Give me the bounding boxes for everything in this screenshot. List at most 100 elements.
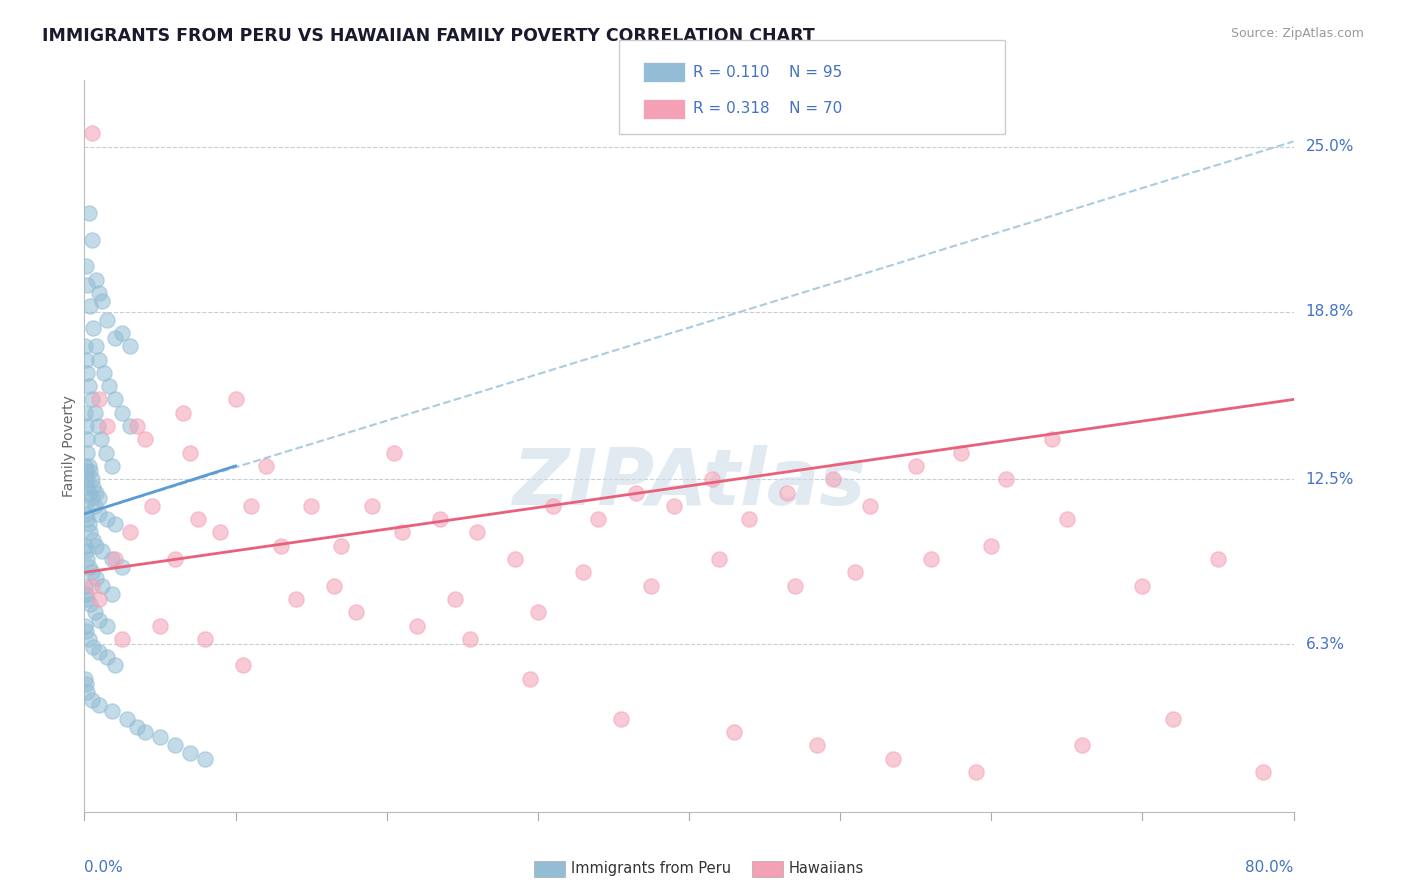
Point bbox=[709, 552, 731, 566]
Point bbox=[75, 677, 97, 691]
Point bbox=[82, 640, 104, 654]
Text: 12.5%: 12.5% bbox=[1306, 472, 1354, 487]
Point bbox=[165, 552, 187, 566]
Point bbox=[86, 339, 108, 353]
Point bbox=[1071, 738, 1094, 752]
Point bbox=[77, 560, 100, 574]
Point bbox=[239, 499, 262, 513]
Point bbox=[541, 499, 564, 513]
Point bbox=[806, 738, 828, 752]
Point bbox=[80, 579, 103, 593]
Point bbox=[194, 751, 217, 765]
Point bbox=[75, 539, 97, 553]
Text: ZIPAtlas: ZIPAtlas bbox=[512, 444, 866, 521]
Point bbox=[76, 445, 98, 459]
Point bbox=[76, 552, 98, 566]
Point bbox=[111, 560, 134, 574]
Point bbox=[94, 445, 117, 459]
Point bbox=[76, 472, 98, 486]
Point bbox=[79, 299, 101, 313]
Point bbox=[118, 419, 141, 434]
Point bbox=[346, 605, 368, 619]
Point bbox=[995, 472, 1018, 486]
Point bbox=[104, 517, 127, 532]
Text: Source: ZipAtlas.com: Source: ZipAtlas.com bbox=[1230, 27, 1364, 40]
Point bbox=[75, 672, 97, 686]
Point bbox=[77, 485, 100, 500]
Point bbox=[80, 693, 103, 707]
Point bbox=[179, 746, 201, 760]
Text: Hawaiians: Hawaiians bbox=[789, 862, 865, 876]
Point bbox=[127, 720, 149, 734]
Point bbox=[519, 672, 541, 686]
Point bbox=[89, 286, 111, 301]
Point bbox=[86, 539, 108, 553]
Point bbox=[86, 571, 108, 585]
Point bbox=[79, 597, 101, 611]
Text: 25.0%: 25.0% bbox=[1306, 139, 1354, 154]
Point bbox=[322, 579, 344, 593]
Point bbox=[76, 480, 98, 494]
Point bbox=[80, 233, 103, 247]
Point bbox=[75, 624, 97, 638]
Point bbox=[89, 392, 111, 407]
Point bbox=[77, 458, 100, 473]
Point bbox=[87, 419, 110, 434]
Point bbox=[194, 632, 217, 646]
Point bbox=[270, 539, 292, 553]
Point bbox=[82, 320, 104, 334]
Point bbox=[610, 712, 633, 726]
Point bbox=[84, 499, 107, 513]
Point bbox=[104, 552, 127, 566]
Point bbox=[179, 445, 201, 459]
Point bbox=[882, 751, 904, 765]
Y-axis label: Family Poverty: Family Poverty bbox=[62, 395, 76, 497]
Point bbox=[776, 485, 799, 500]
Point bbox=[950, 445, 973, 459]
Point bbox=[75, 352, 97, 367]
Point bbox=[96, 512, 118, 526]
Point bbox=[80, 392, 103, 407]
Point bbox=[76, 278, 98, 293]
Point bbox=[96, 618, 118, 632]
Point bbox=[75, 507, 97, 521]
Point bbox=[844, 566, 866, 580]
Point bbox=[503, 552, 526, 566]
Point bbox=[149, 618, 172, 632]
Point bbox=[443, 591, 465, 606]
Point bbox=[1253, 764, 1275, 779]
Point bbox=[115, 712, 138, 726]
Text: R = 0.318    N = 70: R = 0.318 N = 70 bbox=[693, 102, 842, 116]
Point bbox=[225, 392, 247, 407]
Point bbox=[821, 472, 844, 486]
Point bbox=[89, 613, 111, 627]
Point bbox=[75, 499, 97, 513]
Point bbox=[77, 206, 100, 220]
Point bbox=[149, 731, 172, 745]
Point bbox=[382, 445, 405, 459]
Point bbox=[134, 725, 156, 739]
Point bbox=[738, 512, 761, 526]
Point bbox=[77, 379, 100, 393]
Point bbox=[80, 472, 103, 486]
Point bbox=[86, 273, 108, 287]
Point bbox=[111, 326, 134, 340]
Point bbox=[100, 586, 122, 600]
Point bbox=[76, 366, 98, 380]
Point bbox=[100, 552, 122, 566]
Point bbox=[980, 539, 1002, 553]
Point bbox=[624, 485, 647, 500]
Point bbox=[209, 525, 232, 540]
Point bbox=[80, 566, 103, 580]
Point bbox=[527, 605, 550, 619]
Point bbox=[783, 579, 806, 593]
Point bbox=[80, 491, 103, 505]
Point bbox=[165, 738, 187, 752]
Point bbox=[91, 579, 114, 593]
Point bbox=[111, 406, 134, 420]
Point bbox=[588, 512, 610, 526]
Text: 18.8%: 18.8% bbox=[1306, 304, 1354, 319]
Point bbox=[75, 586, 97, 600]
Point bbox=[89, 645, 111, 659]
Point bbox=[86, 485, 108, 500]
